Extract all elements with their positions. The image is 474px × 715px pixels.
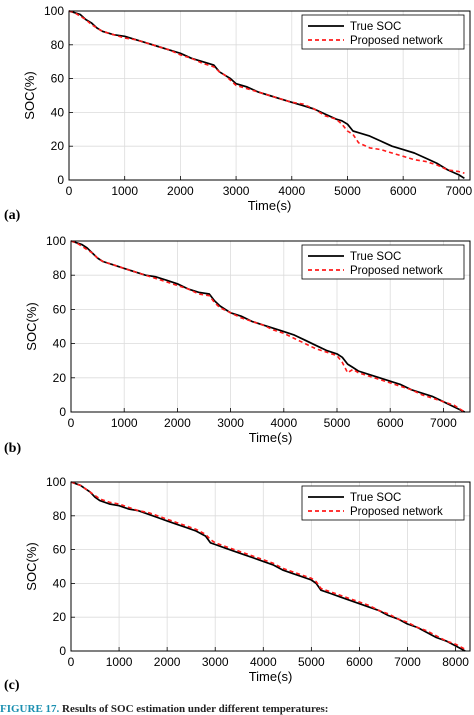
series-line-proposed-network: [68, 10, 465, 174]
chart-panel-1: 0 1000 2000 3000 4000 5000 6000 7000 0 20 40 60 80 10…: [4, 4, 473, 223]
y-tick-label: 40: [51, 105, 65, 119]
y-axis-label: SOC(%): [24, 542, 39, 590]
panel-label: (b): [4, 441, 21, 456]
x-tick-label: 4000: [250, 655, 277, 669]
x-tick-label: 3000: [202, 655, 229, 669]
y-tick-label: 20: [51, 139, 65, 153]
legend-box: [301, 485, 465, 521]
chart-panel-3: 0 1000 2000 3000 4000 5000 6000 7000 8000 0 20 40 60…: [4, 475, 471, 693]
series-line-true-soc: [70, 481, 466, 652]
legend-entry-true-soc: True SOC: [350, 492, 401, 504]
legend: True SOC Proposed network: [301, 244, 465, 280]
x-tick-label: 1000: [111, 184, 138, 198]
legend-box: [301, 14, 465, 50]
x-tick-label: 6000: [346, 655, 373, 669]
x-tick-label: 5000: [298, 655, 325, 669]
y-tick-label: 80: [51, 38, 65, 52]
y-tick-label: 0: [59, 405, 66, 419]
legend: True SOC Proposed network: [301, 485, 465, 521]
y-tick-label: 0: [59, 644, 66, 658]
panel-label: (a): [4, 208, 21, 223]
x-tick-label: 2000: [167, 184, 194, 198]
x-tick-label: 8000: [442, 655, 469, 669]
series-line-proposed-network: [70, 240, 466, 413]
x-tick-label: 0: [68, 416, 75, 430]
y-tick-label: 100: [44, 4, 64, 18]
x-tick-label: 7000: [446, 184, 473, 198]
x-tick-label: 3000: [223, 184, 250, 198]
y-tick-label: 40: [53, 576, 67, 590]
y-axis-label: SOC(%): [22, 71, 37, 119]
caption-text: Results of SOC estimation under differen…: [62, 703, 329, 715]
caption-figure-label: FIGURE 17.: [0, 703, 60, 715]
legend-box: [301, 244, 465, 280]
y-tick-label: 60: [51, 72, 65, 86]
chart-panel-2: 0 1000 2000 3000 4000 5000 6000 7000 0 20 40 60 80 10…: [4, 234, 471, 456]
x-tick-label: 0: [68, 655, 75, 669]
x-tick-label: 7000: [430, 416, 457, 430]
y-tick-label: 80: [53, 268, 67, 282]
x-tick-label: 1000: [106, 655, 133, 669]
legend-entry-proposed-network: Proposed network: [350, 35, 443, 47]
x-tick-label: 1000: [111, 416, 138, 430]
legend-entry-true-soc: True SOC: [350, 21, 401, 33]
series-line-proposed-network: [70, 481, 466, 651]
axes-frame: [68, 10, 471, 181]
x-tick-label: 6000: [377, 416, 404, 430]
y-tick-label: 80: [53, 509, 67, 523]
y-axis-label: SOC(%): [24, 302, 39, 350]
legend: True SOC Proposed network: [301, 14, 465, 50]
axes-frame: [70, 240, 471, 413]
y-tick-label: 20: [53, 610, 67, 624]
y-tick-label: 20: [53, 371, 67, 385]
x-tick-label: 6000: [390, 184, 417, 198]
x-axis-label: Time(s): [248, 198, 292, 213]
y-tick-label: 40: [53, 337, 67, 351]
legend-entry-true-soc: True SOC: [350, 251, 401, 263]
x-tick-label: 3000: [217, 416, 244, 430]
x-tick-label: 2000: [164, 416, 191, 430]
y-tick-label: 100: [46, 234, 66, 248]
y-tick-label: 0: [57, 173, 64, 187]
y-tick-label: 100: [46, 475, 66, 489]
figure-caption: FIGURE 17. Results of SOC estimation und…: [0, 703, 474, 715]
legend-entry-proposed-network: Proposed network: [350, 506, 443, 518]
x-tick-label: 7000: [394, 655, 421, 669]
x-axis-label: Time(s): [249, 669, 293, 684]
panel-label: (c): [4, 678, 20, 693]
x-tick-label: 5000: [324, 416, 351, 430]
y-tick-label: 60: [53, 543, 67, 557]
x-tick-label: 4000: [270, 416, 297, 430]
x-tick-label: 0: [66, 184, 73, 198]
x-tick-label: 2000: [154, 655, 181, 669]
axes-frame: [70, 481, 471, 652]
x-tick-label: 5000: [334, 184, 361, 198]
legend-entry-proposed-network: Proposed network: [350, 265, 443, 277]
y-tick-label: 60: [53, 302, 67, 316]
x-axis-label: Time(s): [249, 430, 293, 445]
x-tick-label: 4000: [278, 184, 305, 198]
